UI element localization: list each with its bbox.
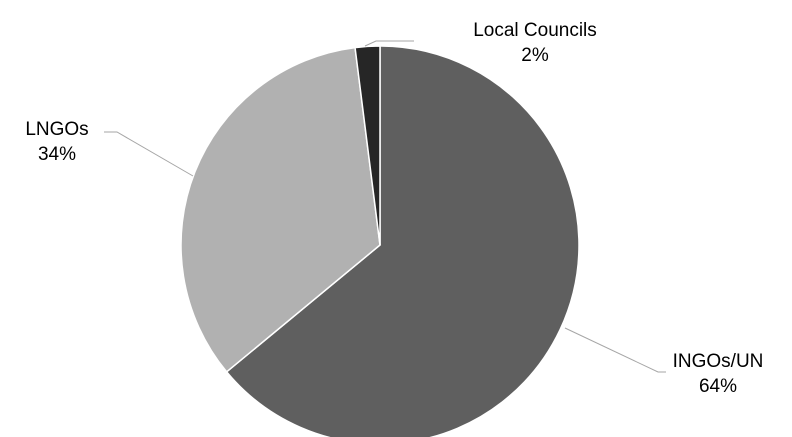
data-label-name-local-councils: Local Councils <box>473 20 597 41</box>
leader-line-local-councils <box>364 40 414 47</box>
leader-lines <box>104 40 666 373</box>
pie-slice-ingos-un <box>225 45 580 437</box>
data-label-value-ingos-un: 64% <box>699 376 737 397</box>
leader-line-lngos <box>104 131 194 177</box>
data-label-name-lngos: LNGOs <box>25 119 88 140</box>
data-label-value-lngos: 34% <box>38 144 76 165</box>
pie-slice-local-councils <box>354 45 381 246</box>
data-label-name-ingos-un: INGOs/UN <box>673 351 764 372</box>
pie-slice-lngos <box>180 46 381 373</box>
pie-slices <box>180 45 580 437</box>
leader-line-ingos-un <box>564 327 666 373</box>
data-labels: INGOs/UN 64% LNGOs 34% Local Councils 2% <box>25 20 763 397</box>
data-label-value-local-councils: 2% <box>521 45 549 66</box>
